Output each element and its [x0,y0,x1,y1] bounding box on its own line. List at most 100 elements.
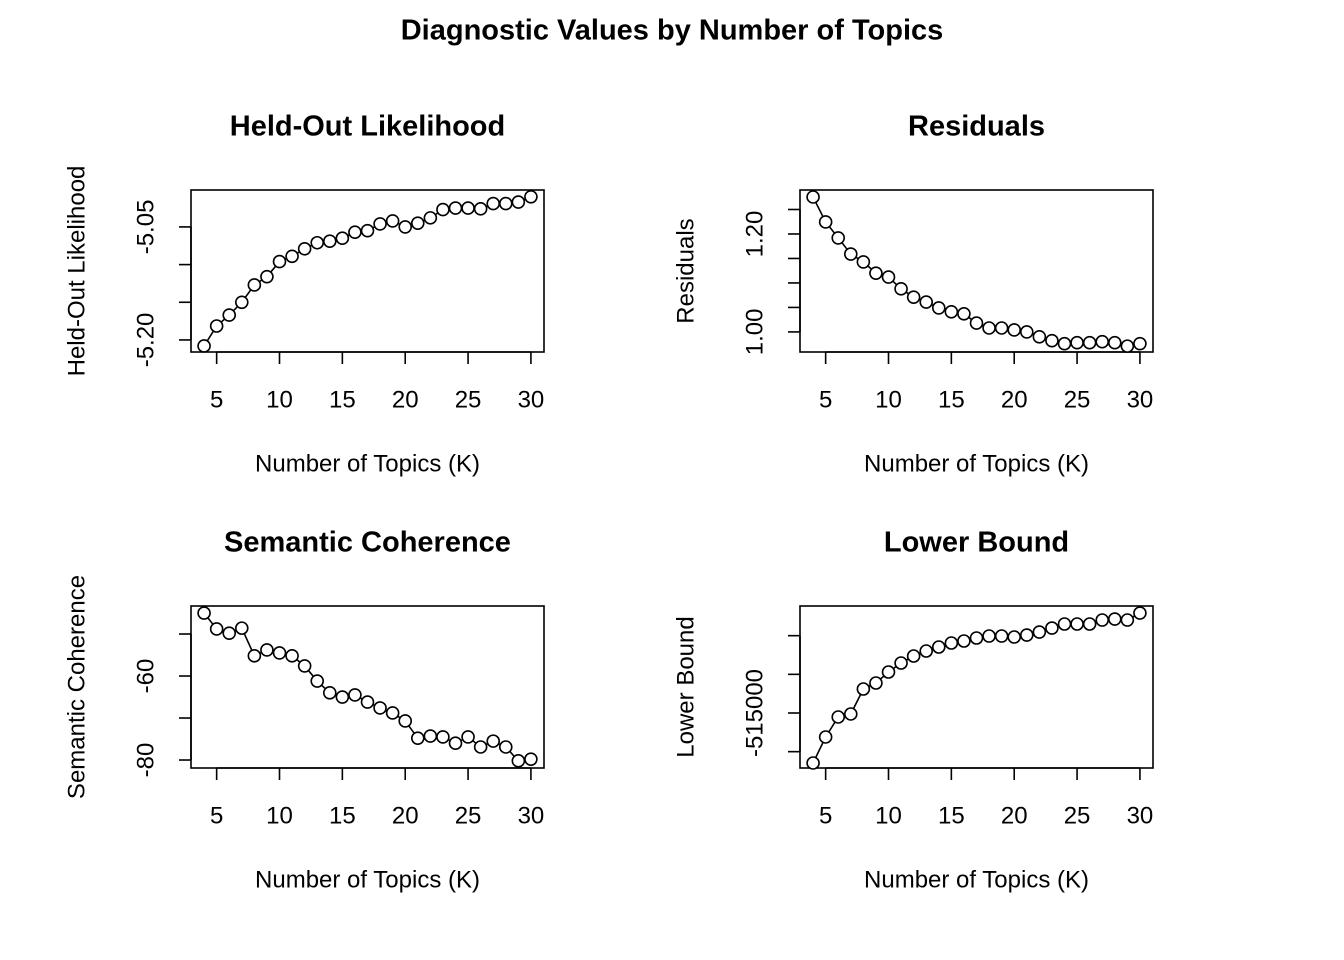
data-point [1120,613,1135,627]
x-tick-label: 25 [1064,386,1091,413]
data-point [348,225,362,239]
x-tick-label: 10 [266,386,293,413]
data-point [260,269,274,284]
data-point [944,305,959,319]
data-point [373,701,387,715]
data-point [906,649,921,663]
data-line [203,196,532,347]
data-point [373,217,387,231]
data-point [486,196,501,211]
data-point [1082,335,1097,350]
data-point [335,690,350,704]
data-point [247,278,262,292]
data-point [385,706,400,720]
data-point [944,636,959,650]
x-tick-label: 25 [455,386,482,413]
data-point [448,201,463,215]
data-point [297,659,312,673]
plot-box [799,605,1154,769]
data-point [1019,325,1034,339]
data-point [843,707,858,721]
data-point [818,730,833,744]
x-tick-label: 5 [210,386,223,413]
x-tick-label: 30 [1127,802,1154,829]
data-point [931,640,946,654]
data-point [272,646,287,660]
y-axis-label: Lower Bound [672,616,699,757]
data-point [856,255,871,269]
data-point [831,710,846,724]
plot-box [190,189,545,353]
data-point [498,196,513,211]
data-point [1107,335,1122,350]
data-point [335,231,350,246]
data-point [524,752,538,766]
data-point [1057,336,1072,351]
data-point [831,231,846,245]
y-tick-label: 1.20 [741,211,768,258]
y-axis-label: Held-Out Likelihood [63,166,90,377]
data-point [982,321,996,335]
data-point [461,730,475,744]
data-point [322,686,337,700]
data-point [1082,617,1097,631]
data-point [385,214,400,228]
x-axis-label: Number of Topics (K) [255,866,480,893]
x-tick-label: 15 [938,386,965,413]
data-point [906,290,921,304]
data-point [1133,336,1147,351]
data-point [982,629,996,643]
x-axis-label: Number of Topics (K) [864,866,1089,893]
data-point [360,695,375,709]
data-point [1070,617,1084,631]
x-tick-label: 15 [329,802,356,829]
x-tick-label: 20 [392,386,419,413]
data-point [1057,617,1072,631]
x-tick-label: 5 [210,802,223,829]
data-point [297,241,312,256]
panel-title: Lower Bound [884,527,1069,559]
data-point [1007,630,1022,644]
data-point [398,220,413,234]
data-point [486,734,501,748]
data-point [931,301,946,315]
x-tick-label: 10 [875,802,902,829]
data-point [919,295,934,309]
data-point [461,201,475,215]
data-point [310,674,325,688]
data-point [398,714,413,728]
data-point [994,321,1009,335]
y-tick-label: -80 [132,743,159,778]
data-point [881,665,896,679]
y-axis-label: Semantic Coherence [63,575,90,799]
data-point [1045,621,1059,635]
x-tick-label: 20 [1001,802,1028,829]
data-point [322,234,337,249]
data-point [260,643,274,657]
data-point [234,621,249,635]
x-tick-label: 25 [1064,802,1091,829]
data-point [410,216,425,230]
data-point [957,634,971,648]
data-point [1032,625,1047,639]
figure-title: Diagnostic Values by Number of Topics [401,15,944,47]
panel-title: Held-Out Likelihood [230,111,506,143]
data-point [285,649,299,663]
x-tick-label: 30 [518,802,545,829]
data-point [247,649,262,663]
data-point [1007,323,1022,337]
data-point [511,195,526,209]
panel-title: Residuals [908,111,1045,143]
data-point [1107,612,1122,626]
data-point [894,282,908,296]
data-point [869,266,883,280]
data-point [843,247,858,261]
data-point [423,729,438,743]
y-tick-label: -5.05 [132,200,159,255]
data-point [806,756,820,770]
data-point [919,644,934,658]
data-point [511,754,526,768]
data-point [473,202,488,216]
data-point [222,308,237,322]
